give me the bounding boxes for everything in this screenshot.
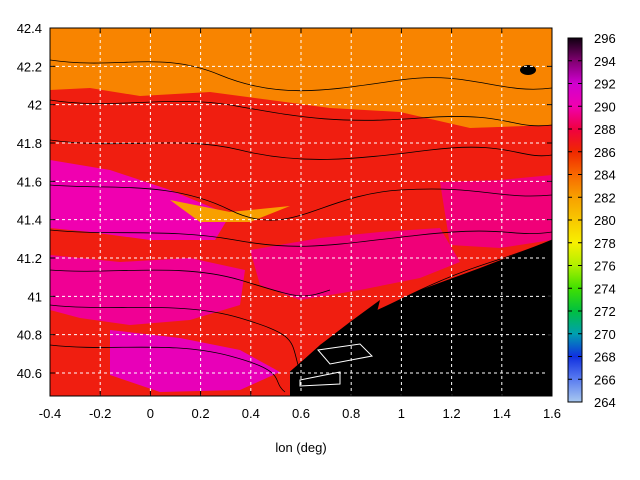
colorbar-tick-label: 276 bbox=[594, 259, 616, 274]
colorbar-tick-label: 266 bbox=[594, 372, 616, 387]
x-tick-label: -0.4 bbox=[39, 406, 61, 421]
colorbar-axis: 264 266 268 270 272 274 276 278 280 282 284 286 288 2… bbox=[568, 31, 616, 410]
colorbar-tick-label: 290 bbox=[594, 99, 616, 114]
temperature-region-sea bbox=[290, 240, 552, 396]
contour-line-white bbox=[317, 343, 374, 365]
x-tick-label: 1.6 bbox=[543, 406, 561, 421]
y-tick-label: 40.8 bbox=[17, 328, 42, 343]
y-tick-label: 41.4 bbox=[17, 213, 42, 228]
x-tick-label: -0.2 bbox=[89, 406, 111, 421]
y-tick-label: 41 bbox=[28, 289, 42, 304]
colorbar-tick-label: 264 bbox=[594, 395, 616, 410]
colorbar-tick-label: 292 bbox=[594, 77, 616, 92]
x-tick-label: 0.4 bbox=[242, 406, 260, 421]
y-axis: 40.6 40.8 41 41.2 41.4 41.6 41.8 42 42.2 42.4 bbox=[17, 21, 552, 381]
colorbar-tick-label: 268 bbox=[594, 350, 616, 365]
contour-line-white bbox=[299, 371, 341, 387]
colorbar-tick-label: 294 bbox=[594, 54, 616, 69]
contour-line bbox=[50, 184, 552, 221]
y-tick-label: 41.6 bbox=[17, 174, 42, 189]
x-tick-label: 1 bbox=[398, 406, 405, 421]
temperature-region-coast-cool bbox=[320, 300, 380, 372]
y-tick-label: 40.6 bbox=[17, 366, 42, 381]
contour-line bbox=[50, 59, 552, 92]
y-tick-label: 42.4 bbox=[17, 21, 42, 36]
x-tick-label: 1.2 bbox=[443, 406, 461, 421]
temperature-region-southwest-warm bbox=[110, 330, 280, 392]
grid-lines bbox=[50, 28, 552, 396]
y-tick-label: 41.2 bbox=[17, 251, 42, 266]
contour-line bbox=[50, 304, 301, 373]
x-tick-label: 0 bbox=[147, 406, 154, 421]
x-axis-title: lon (deg) bbox=[275, 440, 326, 455]
x-tick-label: 0.2 bbox=[192, 406, 210, 421]
colorbar-tick-label: 280 bbox=[594, 213, 616, 228]
temperature-region-east-warm bbox=[440, 175, 552, 248]
colorbar-tick-label: 274 bbox=[594, 281, 616, 296]
contour-line bbox=[50, 229, 552, 247]
x-tick-label: 1.4 bbox=[493, 406, 511, 421]
contour-line-coast bbox=[289, 239, 552, 373]
contour-lines-white bbox=[299, 343, 374, 387]
colorbar-tick-label: 296 bbox=[594, 31, 616, 46]
colorbar-tick-label: 278 bbox=[594, 236, 616, 251]
colorbar-tick-label: 272 bbox=[594, 304, 616, 319]
colorbar-tick-label: 282 bbox=[594, 190, 616, 205]
temperature-region-valley-cool bbox=[170, 200, 290, 222]
colorbar-tick-label: 284 bbox=[594, 168, 616, 183]
y-tick-label: 42.2 bbox=[17, 59, 42, 74]
colorbar-tick-label: 288 bbox=[594, 122, 616, 137]
colorbar-tick-label: 270 bbox=[594, 327, 616, 342]
x-tick-label: 0.8 bbox=[342, 406, 360, 421]
temperature-region-cold-spot bbox=[520, 65, 536, 75]
colorbar-tick-label: 286 bbox=[594, 145, 616, 160]
x-axis: -0.4 -0.2 0 0.2 0.4 0.6 0.8 1 1.2 1.4 1.6 bbox=[39, 28, 561, 421]
contour-line bbox=[50, 139, 552, 160]
y-tick-label: 42 bbox=[28, 98, 42, 113]
x-tick-label: 0.6 bbox=[292, 406, 310, 421]
y-tick-label: 41.8 bbox=[17, 136, 42, 151]
contour-line bbox=[50, 344, 286, 393]
